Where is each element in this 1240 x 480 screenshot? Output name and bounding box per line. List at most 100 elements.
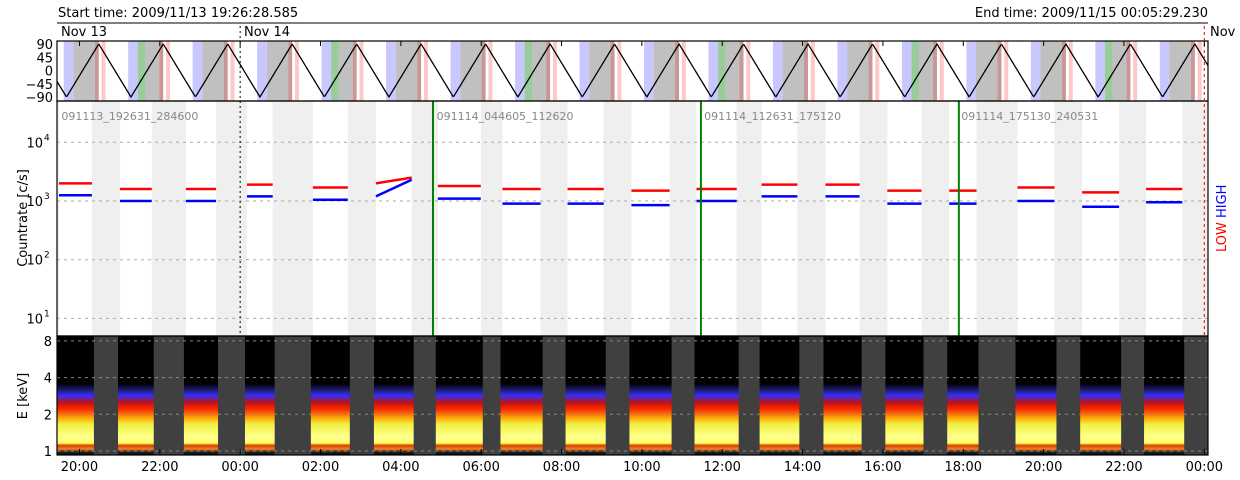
spectrum-segment (500, 336, 543, 455)
gap-band (603, 101, 632, 336)
energy-tick-label: 4 (44, 372, 52, 387)
blue-band (386, 41, 396, 101)
darkred-band (223, 41, 228, 101)
countrate-panel: 091113_192631_284600 091114_044605_112620… (57, 101, 1208, 336)
gray-band (1169, 41, 1191, 101)
blue-band (966, 41, 977, 101)
pink-band (875, 41, 880, 101)
spectrum-segment (56, 336, 94, 455)
time-tick-label: 06:00 (462, 460, 499, 475)
countrate-tick-exponent: 2 (44, 251, 50, 261)
pink-band (810, 41, 815, 101)
date-label-nov13: Nov 13 (61, 25, 107, 40)
green-band (331, 41, 339, 101)
darkred-band (868, 41, 873, 101)
spectrum-segment (629, 336, 672, 455)
pink-band (101, 41, 106, 101)
gap-band (272, 101, 313, 336)
time-tick-label: 00:00 (1186, 460, 1223, 475)
file-label: 091114_112631_175120 (704, 110, 841, 123)
gap-band (921, 101, 950, 336)
low-legend: LOW (1215, 222, 1230, 252)
date-label-nov14: Nov 14 (244, 25, 290, 40)
blue-band (708, 41, 719, 101)
darkred-band (675, 41, 680, 101)
countrate-tick-label: 10 (26, 136, 43, 151)
time-tick-label: 22:00 (1105, 460, 1142, 475)
pink-band (1068, 41, 1073, 101)
pink-band (359, 41, 364, 101)
pink-band (294, 41, 300, 101)
blue-band (1030, 41, 1041, 101)
spectrum-segment (947, 336, 979, 455)
countrate-tick-exponent: 1 (44, 309, 50, 319)
time-tick-label: 12:00 (703, 460, 740, 475)
gap-band (540, 101, 568, 336)
blue-band (643, 41, 654, 101)
blue-band (772, 41, 783, 101)
gap-band (480, 101, 503, 336)
spectrum-segment (1080, 336, 1122, 455)
pink-band (166, 41, 171, 101)
spectrum-segment (885, 336, 924, 455)
countrate-tick-label: 10 (26, 312, 43, 327)
energy-tick-label: 8 (44, 335, 52, 350)
gray-band (782, 41, 804, 101)
gap-band (1182, 101, 1208, 336)
gray-band (460, 41, 482, 101)
spectrum-segment (244, 336, 275, 455)
gray-band (847, 41, 869, 101)
orbit-angle-line (56, 42, 1209, 99)
darkred-band (610, 41, 615, 101)
spectrogram-panel (56, 336, 1208, 455)
blue-band (515, 41, 525, 101)
pink-band (1004, 41, 1009, 101)
pink-band (617, 41, 622, 101)
blue-band (257, 41, 267, 101)
blue-band (1159, 41, 1170, 101)
time-tick-label: 18:00 (945, 460, 982, 475)
gap-band (151, 101, 186, 336)
pink-band (488, 41, 493, 101)
blue-band (1095, 41, 1105, 101)
gray-band (589, 41, 611, 101)
time-tick-label: 20:00 (1025, 460, 1062, 475)
spectrum-segment (373, 336, 414, 455)
gap-band (347, 101, 376, 336)
spectrum-segment (565, 336, 606, 455)
time-tick-label: 16:00 (864, 460, 901, 475)
gap-band (797, 101, 826, 336)
pink-band (1197, 41, 1202, 101)
pink-band (552, 41, 557, 101)
high-legend: HIGH (1215, 185, 1230, 218)
gray-band (73, 41, 95, 101)
angle-tick-label: −45 (26, 78, 53, 93)
gap-band (1119, 101, 1147, 336)
darkred-band (1190, 41, 1195, 101)
blue-band (901, 41, 912, 101)
angle-tick-label: 45 (36, 51, 53, 66)
gap-band (1054, 101, 1083, 336)
pink-band (939, 41, 944, 101)
gray-band (1040, 41, 1062, 101)
gap-band (57, 101, 59, 336)
spectrum-segment (694, 336, 739, 455)
green-band (718, 41, 726, 101)
gap-band (976, 101, 1018, 336)
pink-band (681, 41, 686, 101)
darkred-band (546, 41, 551, 101)
time-tick-label: 10:00 (623, 460, 660, 475)
file-label: 091113_192631_284600 (61, 110, 198, 123)
gap-band (859, 101, 888, 336)
time-tick-label: 00:00 (221, 460, 258, 475)
energy-ylabel: E [keV] (16, 373, 31, 419)
blue-band (837, 41, 848, 101)
green-band (137, 41, 146, 101)
darkred-band (288, 41, 293, 101)
blue-band (128, 41, 138, 101)
darkred-band (352, 41, 357, 101)
darkred-band (481, 41, 486, 101)
spectrum-segment (435, 336, 483, 455)
